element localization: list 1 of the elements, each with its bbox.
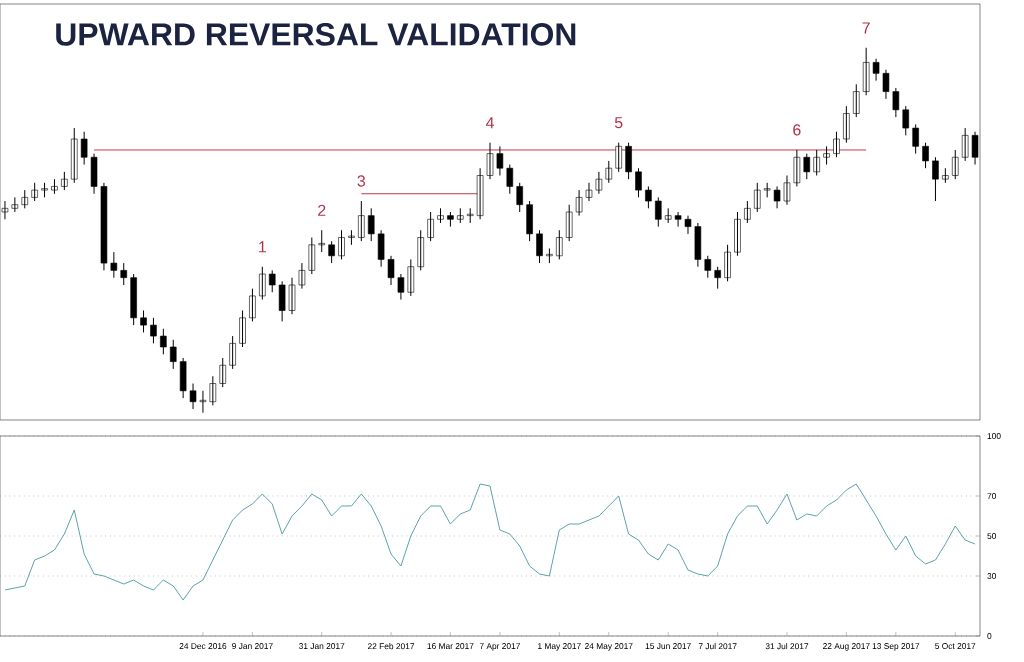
chart-title: UPWARD REVERSAL VALIDATION xyxy=(56,23,576,46)
